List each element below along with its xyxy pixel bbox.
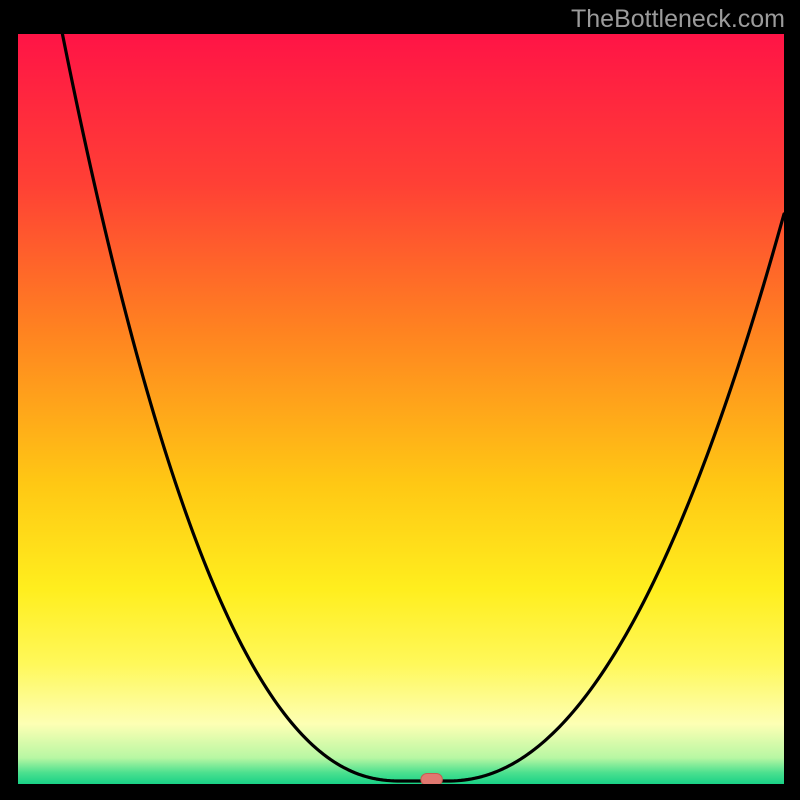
plot-svg <box>18 34 784 784</box>
plot-area <box>18 34 784 784</box>
gradient-background <box>18 34 784 784</box>
optimal-marker <box>421 774 442 785</box>
watermark-text: TheBottleneck.com <box>571 5 785 34</box>
